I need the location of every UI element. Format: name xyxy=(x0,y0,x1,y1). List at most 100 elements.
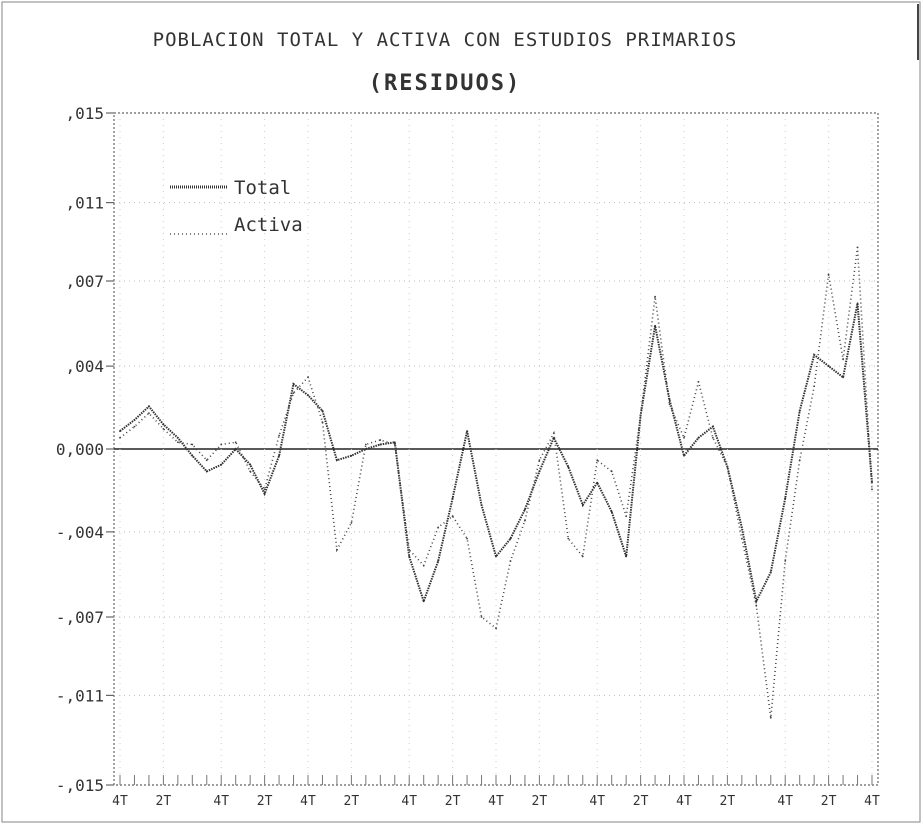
data-point-activa xyxy=(176,441,179,444)
data-point-activa xyxy=(205,459,208,462)
data-point-total xyxy=(480,504,483,506)
data-point-total xyxy=(813,354,816,356)
data-point-activa xyxy=(364,443,367,446)
data-point-activa xyxy=(552,432,555,435)
data-point-total xyxy=(740,526,743,529)
data-point-activa xyxy=(683,436,685,439)
data-point-total xyxy=(524,508,526,511)
data-point-total xyxy=(162,423,165,426)
data-point-total xyxy=(784,497,787,500)
data-point-total xyxy=(509,537,512,540)
data-point-total xyxy=(769,571,772,574)
x-tick-label: 2T xyxy=(445,794,461,809)
data-point-activa xyxy=(336,548,338,551)
data-point-activa xyxy=(842,358,844,361)
x-tick-label: 2T xyxy=(257,794,273,809)
data-point-activa xyxy=(292,392,295,394)
data-point-activa xyxy=(263,488,266,491)
data-point-total xyxy=(393,441,396,444)
data-point-activa xyxy=(567,537,570,540)
y-tick-label: -,015 xyxy=(56,776,104,795)
data-point-total xyxy=(307,394,309,397)
data-point-activa xyxy=(639,414,642,417)
data-point-total xyxy=(581,504,584,506)
data-point-activa xyxy=(321,421,324,424)
data-point-total xyxy=(422,600,425,603)
x-axis: 4T 2T 4T 2T 4T 2T 4T 2T 4T 2T 4T 2T 4T 2T 4T 2T 4T xyxy=(112,775,880,809)
data-point-total xyxy=(408,555,411,558)
data-point-total xyxy=(596,481,599,484)
chart-title: POBLACION TOTAL Y ACTIVA CON ESTUDIOS PR… xyxy=(153,29,738,51)
data-point-activa xyxy=(712,436,714,439)
series-line-total xyxy=(119,303,873,605)
data-point-total xyxy=(234,448,237,450)
y-tick-label: ,004 xyxy=(65,357,104,376)
data-point-total xyxy=(827,365,830,368)
series-layer xyxy=(119,246,873,719)
data-point-activa xyxy=(278,434,280,437)
data-point-activa xyxy=(249,470,252,473)
data-point-activa xyxy=(798,459,801,462)
legend: Total Activa xyxy=(170,177,303,236)
data-point-activa xyxy=(466,537,468,540)
x-tick-label: 2T xyxy=(344,794,360,809)
data-point-activa xyxy=(379,439,382,441)
data-point-activa xyxy=(350,522,353,524)
data-point-activa xyxy=(480,616,483,618)
y-tick-label: -,007 xyxy=(56,608,104,627)
data-point-total xyxy=(205,470,208,473)
x-tick-label: 2T xyxy=(633,794,649,809)
data-point-activa xyxy=(827,273,830,276)
data-point-total xyxy=(350,454,353,457)
data-point-total xyxy=(133,418,136,421)
x-tick-label: 4T xyxy=(777,794,793,809)
data-point-total xyxy=(278,454,280,457)
data-point-activa xyxy=(119,436,121,439)
data-point-total xyxy=(379,443,382,446)
data-point-activa xyxy=(784,560,787,562)
data-point-activa xyxy=(191,443,194,446)
data-point-total xyxy=(654,324,656,327)
x-tick-label: 4T xyxy=(213,794,229,809)
y-tick-label: -,004 xyxy=(56,523,104,542)
data-point-total xyxy=(119,430,121,432)
data-point-activa xyxy=(393,443,396,446)
data-point-activa xyxy=(307,376,309,379)
data-point-activa xyxy=(581,555,584,558)
data-point-activa xyxy=(509,560,512,562)
data-point-activa xyxy=(769,716,772,719)
data-point-total xyxy=(364,448,367,450)
data-point-total xyxy=(625,555,628,558)
data-point-total xyxy=(451,497,454,500)
data-point-total xyxy=(538,470,541,473)
x-tick-label: 4T xyxy=(864,794,880,809)
x-tick-label: 2T xyxy=(532,794,548,809)
data-point-activa xyxy=(422,564,425,567)
y-tick-label: -,011 xyxy=(56,686,104,705)
x-tick-label: 2T xyxy=(720,794,736,809)
legend-label-total: Total xyxy=(234,177,291,199)
data-point-total xyxy=(610,510,613,513)
data-point-activa xyxy=(408,548,411,551)
data-point-total xyxy=(437,560,440,562)
data-point-total xyxy=(176,436,179,439)
data-point-activa xyxy=(437,526,440,529)
x-tick-label: 4T xyxy=(401,794,417,809)
data-point-activa xyxy=(668,403,671,406)
data-point-total xyxy=(249,463,252,466)
data-point-activa xyxy=(234,441,237,444)
data-point-activa xyxy=(740,537,743,540)
data-point-activa xyxy=(451,515,454,518)
data-point-total xyxy=(148,405,150,408)
data-point-activa xyxy=(220,443,223,446)
grid-layer xyxy=(114,113,878,785)
data-point-activa xyxy=(133,425,136,428)
data-point-activa xyxy=(625,515,628,518)
data-point-total xyxy=(191,454,194,457)
data-point-activa xyxy=(755,604,758,607)
data-point-activa xyxy=(610,470,613,473)
x-tick-label: 4T xyxy=(112,794,128,809)
data-point-activa xyxy=(162,427,165,430)
